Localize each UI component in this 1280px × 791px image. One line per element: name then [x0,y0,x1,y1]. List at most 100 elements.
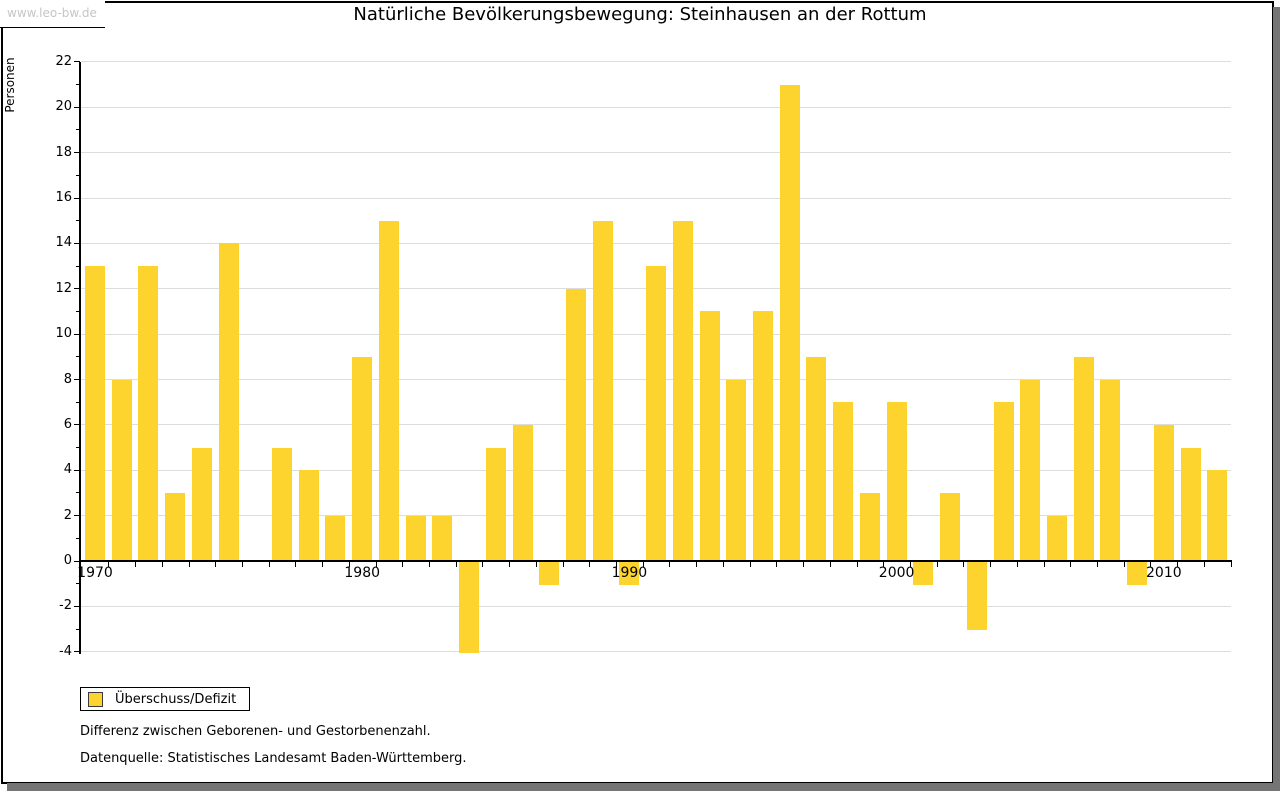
y-tick-19 [76,129,80,131]
y-tick-3 [76,492,80,494]
x-tick [268,562,270,567]
x-tick [669,562,671,567]
x-tick [803,562,805,567]
y-axis-title: Personen [3,57,17,113]
bar-1982 [405,515,426,561]
x-tick [749,562,751,567]
y-axis-tick-label: 14 [55,235,72,251]
bar-2011 [1180,447,1201,561]
gridline--2 [81,605,1231,607]
x-tick [1070,562,1072,567]
bar-1985 [485,447,506,561]
x-axis-year-label: 2010 [1146,565,1182,581]
x-tick [589,562,591,567]
x-tick [776,562,778,567]
x-tick [1123,562,1125,567]
bar-2004 [993,402,1014,561]
y-axis-tick-label: 12 [55,280,72,296]
x-tick [1097,562,1099,567]
y-tick-13 [76,265,80,267]
x-tick [215,562,217,567]
bar-1994 [726,379,747,561]
y-tick-1 [76,537,80,539]
x-tick [322,562,324,567]
y-tick-4 [74,469,80,471]
watermark-text: www.leo-bw.de [7,6,97,20]
y-tick--1 [76,583,80,585]
y-tick-8 [74,379,80,380]
x-tick [963,562,965,567]
y-tick--3 [76,628,80,630]
y-tick-21 [76,84,80,86]
x-tick [1230,562,1232,567]
y-axis-tick-label: 20 [55,99,72,115]
x-tick [829,562,831,567]
bar-1973 [165,492,186,561]
footnote-source: Datenquelle: Statistisches Landesamt Bad… [80,751,467,766]
x-axis-year-label: 2000 [878,565,915,581]
y-axis-tick-label: 4 [63,462,72,478]
y-axis-tick-label: 16 [55,190,72,205]
x-tick [936,562,938,567]
y-tick-16 [74,197,80,199]
bar-1972 [138,266,159,561]
x-axis-year-label: 1990 [611,565,648,581]
y-tick-22 [74,61,80,63]
bar-1996 [779,84,800,561]
x-tick [856,562,858,567]
x-tick [1177,562,1179,567]
bar-1979 [325,515,346,561]
y-tick-5 [76,447,80,449]
y-tick-9 [76,356,80,358]
y-tick--4 [74,651,80,653]
bar-2006 [1046,515,1067,561]
bar-1981 [378,220,399,561]
bar-2012 [1207,470,1228,561]
x-tick [990,562,992,567]
x-axis-line [79,560,1232,562]
bar-1987 [539,562,560,585]
y-tick-17 [76,174,80,176]
legend-label: Überschuss/Defizit [115,691,237,707]
y-tick-11 [76,310,80,312]
x-tick [616,562,618,567]
bar-1988 [565,288,586,561]
footnote-definition: Differenz zwischen Geborenen- und Gestor… [80,724,431,739]
bar-1975 [218,243,239,561]
bar-1977 [272,447,293,561]
x-axis-year-label: 1980 [344,565,381,581]
bar-1990 [619,562,640,585]
y-axis-tick-label: 0 [63,553,72,568]
y-tick-18 [74,152,80,154]
gridline-20 [81,106,1231,108]
bar-1984 [459,562,480,653]
x-tick [135,562,137,567]
y-tick-7 [76,401,80,403]
legend-box: Überschuss/Defizit [80,687,250,711]
y-tick-12 [74,288,80,290]
y-tick-14 [74,242,80,244]
bar-2002 [940,492,961,561]
gridline-14 [81,242,1231,244]
bar-1980 [352,356,373,561]
x-tick [241,562,243,567]
bar-2007 [1073,356,1094,561]
y-axis-tick-label: -2 [59,598,72,614]
gridline--4 [81,651,1231,653]
legend-swatch-icon [88,691,103,707]
y-axis-tick-label: 18 [55,144,72,160]
y-axis-tick-label: 10 [55,326,72,342]
x-tick [722,562,724,567]
x-tick [1203,562,1205,567]
y-tick--2 [74,605,80,607]
y-axis-tick-label: 8 [63,371,72,387]
y-axis-tick-label: -4 [59,643,72,659]
bar-2005 [1020,379,1041,561]
page-title: Natürliche Bevölkerungsbewegung: Steinha… [353,4,927,25]
x-tick [295,562,297,567]
x-tick [482,562,484,567]
y-tick-6 [74,424,80,426]
x-tick [1043,562,1045,567]
y-tick-15 [76,220,80,222]
